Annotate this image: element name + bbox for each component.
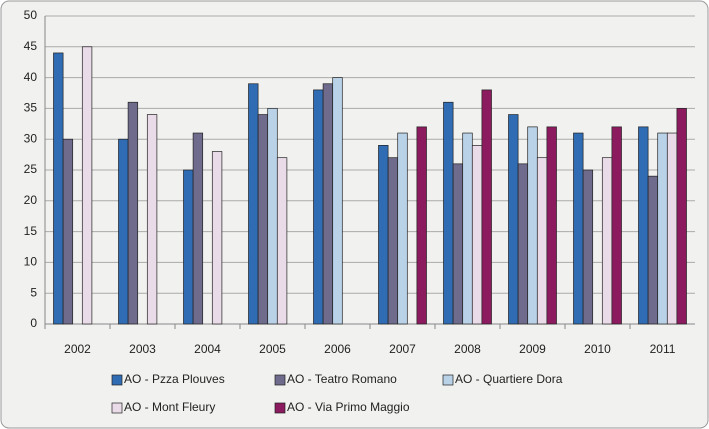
bar <box>276 157 288 325</box>
bar <box>443 101 454 325</box>
x-tick-label: 2003 <box>129 342 156 356</box>
y-tick-label: 0 <box>30 316 37 330</box>
bar <box>676 108 687 325</box>
bar <box>657 132 668 325</box>
legend-swatch <box>111 402 123 414</box>
bar <box>508 114 519 325</box>
x-tick-label: 2007 <box>389 342 416 356</box>
bar <box>257 114 269 325</box>
y-tick-label: 50 <box>24 8 38 22</box>
bar <box>267 108 278 325</box>
bar <box>582 169 594 325</box>
bar <box>481 89 492 325</box>
bar <box>322 83 334 325</box>
bar <box>387 157 399 325</box>
y-tick-label: 20 <box>24 193 38 207</box>
bar <box>517 163 529 325</box>
x-tick-label: 2008 <box>454 342 481 356</box>
x-tick-label: 2011 <box>650 342 676 356</box>
bar <box>452 163 464 325</box>
bar <box>462 132 473 325</box>
y-tick-label: 15 <box>24 224 38 238</box>
legend-swatch <box>274 402 286 414</box>
bar <box>471 145 483 325</box>
legend-label: AO - Mont Fleury <box>124 400 215 414</box>
bar <box>118 138 129 325</box>
legend-swatch <box>274 374 286 386</box>
x-tick-label: 2004 <box>194 342 221 356</box>
y-tick-label: 35 <box>24 101 38 115</box>
bar <box>192 132 204 325</box>
bar <box>332 77 343 325</box>
legend-label: AO - Quartiere Dora <box>455 372 563 386</box>
bar <box>378 145 389 325</box>
y-tick-label: 25 <box>24 162 38 176</box>
y-tick-label: 40 <box>24 70 38 84</box>
x-tick-label: 2002 <box>64 342 91 356</box>
bar <box>638 126 649 325</box>
bar <box>62 138 74 325</box>
bar <box>248 83 259 325</box>
x-tick-label: 2010 <box>584 342 611 356</box>
y-tick-label: 45 <box>24 39 38 53</box>
bar <box>546 126 557 325</box>
x-tick-label: 2009 <box>519 342 546 356</box>
x-tick-label: 2006 <box>324 342 351 356</box>
bar <box>527 126 538 325</box>
legend-label: AO - Pzza Plouves <box>124 372 225 386</box>
bar <box>53 52 64 325</box>
bar <box>81 46 93 325</box>
y-tick-label: 5 <box>30 285 37 299</box>
bar <box>211 151 223 325</box>
bar <box>573 132 584 325</box>
legend-label: AO - Via Primo Maggio <box>287 400 410 414</box>
bar <box>611 126 622 325</box>
y-tick-label: 30 <box>24 131 38 145</box>
bar <box>397 132 408 325</box>
bar <box>666 132 678 325</box>
y-tick-label: 10 <box>24 255 38 269</box>
legend-swatch <box>442 374 454 386</box>
bar <box>536 157 548 325</box>
x-tick-label: 2005 <box>259 342 286 356</box>
bar <box>183 169 194 325</box>
bar <box>601 157 613 325</box>
bar <box>127 101 139 325</box>
bar <box>416 126 427 325</box>
legend-label: AO - Teatro Romano <box>287 372 397 386</box>
legend-swatch <box>111 374 123 386</box>
bar <box>146 114 158 325</box>
bar <box>313 89 324 325</box>
bar <box>647 175 659 325</box>
